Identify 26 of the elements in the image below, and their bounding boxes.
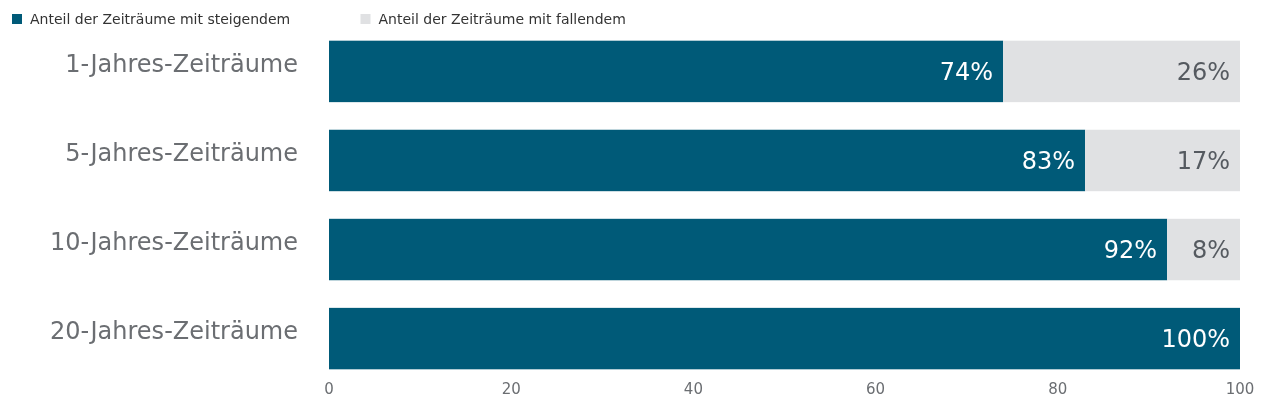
legend-label: Anteil der Zeiträume mit steigendem: [30, 10, 291, 27]
y-tick-label: 5-Jahres-Zeiträume: [65, 138, 298, 167]
x-tick-label: 0: [324, 380, 334, 398]
data-label: 74%: [939, 57, 994, 86]
bar: [1003, 40, 1240, 103]
bar: [329, 307, 1240, 370]
bar: [329, 129, 1086, 192]
data-label: 83%: [1021, 146, 1076, 175]
y-tick-label: 1-Jahres-Zeiträume: [65, 49, 298, 78]
legend-label: Anteil der Zeiträume mit fallendem: [378, 10, 626, 27]
x-tick-label: 100: [1225, 380, 1255, 398]
bar: [329, 218, 1168, 281]
x-tick-label: 60: [866, 380, 886, 398]
y-tick-label: 10-Jahres-Zeiträume: [49, 227, 298, 256]
bar: [1085, 129, 1240, 192]
x-tick-label: 20: [501, 380, 521, 398]
bar: [329, 40, 1004, 103]
data-label: 92%: [1103, 235, 1158, 264]
data-label: 17%: [1176, 146, 1230, 175]
data-label: 100%: [1161, 324, 1230, 353]
x-tick-label: 80: [1048, 380, 1068, 398]
y-tick-label: 20-Jahres-Zeiträume: [49, 316, 298, 345]
data-label: 26%: [1176, 57, 1230, 86]
x-tick-label: 40: [683, 380, 703, 398]
bar: [1167, 218, 1240, 281]
data-label: 8%: [1191, 235, 1230, 264]
